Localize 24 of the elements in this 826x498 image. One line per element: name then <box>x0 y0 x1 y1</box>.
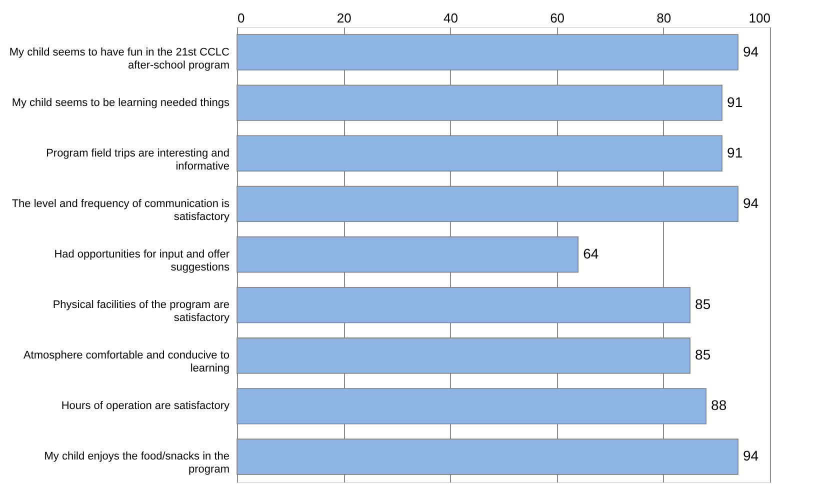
x-tick-label: 60 <box>550 10 565 26</box>
data-label: 88 <box>711 397 727 414</box>
y-tick-label: Physical facilities of the program are satisfactory <box>52 299 230 324</box>
y-tick-label: The level and frequency of communication is satisfactory <box>12 198 230 223</box>
y-tick-label: My child seems to have fun in the 21st CCLC after-school program <box>9 46 230 72</box>
y-tick-label: Atmosphere comfortable and conducive to learning <box>23 350 230 375</box>
y-tick-label: My child seems to be learning needed things <box>12 96 230 109</box>
data-label: 91 <box>727 94 743 110</box>
x-tick-label: 100 <box>748 10 770 26</box>
y-tick-label: Program field trips are interesting and informative <box>46 147 230 172</box>
data-label: 64 <box>583 246 599 262</box>
data-label: 91 <box>727 144 743 160</box>
y-tick-label: My child enjoys the food/snacks in the program <box>44 450 230 476</box>
x-tick-label: 20 <box>336 10 352 26</box>
x-tick-label: 40 <box>443 10 458 26</box>
data-label: 85 <box>695 346 711 363</box>
x-tick-label: 80 <box>656 10 672 26</box>
y-tick-label: Hours of operation are satisfactory <box>61 400 230 412</box>
data-label: 94 <box>743 448 759 464</box>
data-label: 94 <box>743 43 759 60</box>
x-tick-label: 0 <box>238 10 245 26</box>
y-tick-label: Had opportunities for input and offer suggestions <box>54 248 230 274</box>
data-label: 85 <box>695 296 711 312</box>
data-label: 94 <box>743 194 759 211</box>
